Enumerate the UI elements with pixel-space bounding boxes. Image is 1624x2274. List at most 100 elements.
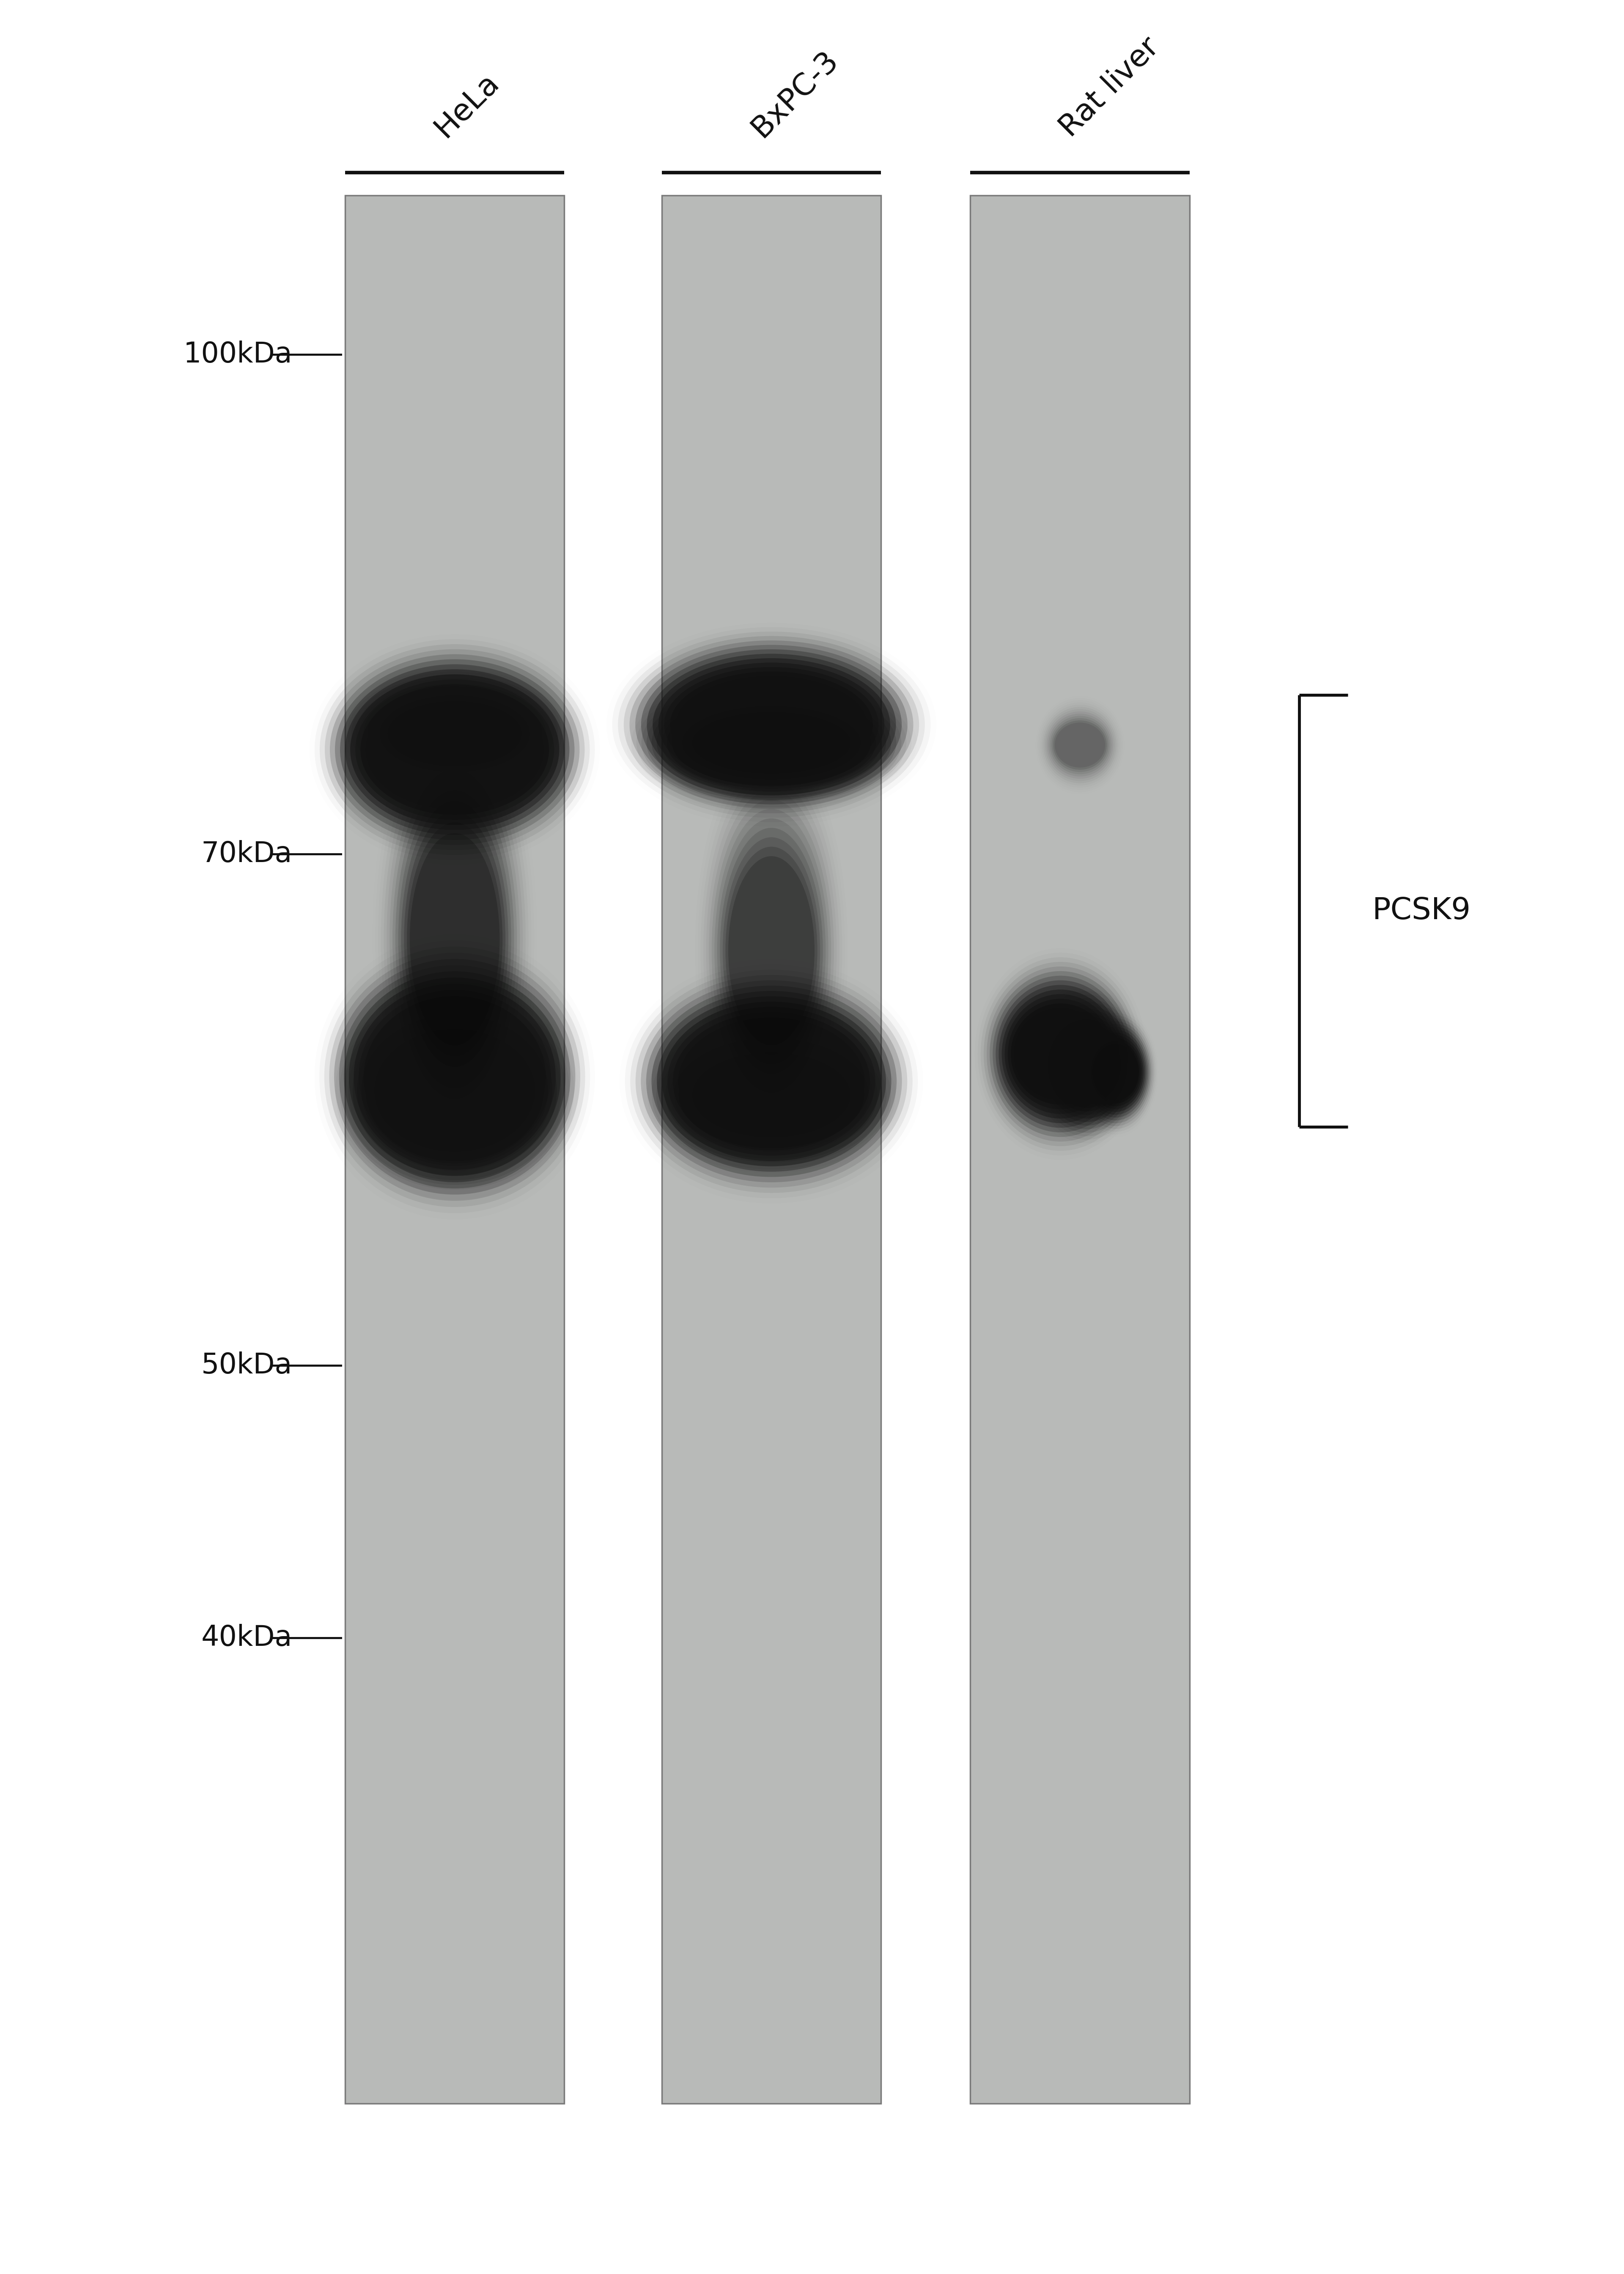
- Ellipse shape: [692, 712, 851, 773]
- Ellipse shape: [1052, 719, 1108, 771]
- Ellipse shape: [1052, 1026, 1121, 1105]
- Ellipse shape: [1091, 1041, 1140, 1103]
- Ellipse shape: [1013, 1007, 1108, 1101]
- Ellipse shape: [1086, 1032, 1145, 1112]
- Ellipse shape: [372, 689, 538, 778]
- Ellipse shape: [1051, 716, 1109, 773]
- Ellipse shape: [679, 1041, 864, 1148]
- Ellipse shape: [619, 632, 924, 819]
- Ellipse shape: [356, 678, 554, 789]
- Ellipse shape: [641, 650, 901, 800]
- Ellipse shape: [1056, 723, 1104, 769]
- Ellipse shape: [1090, 1039, 1142, 1105]
- Ellipse shape: [672, 1012, 870, 1151]
- Text: PCSK9: PCSK9: [1372, 896, 1471, 926]
- Ellipse shape: [325, 648, 585, 850]
- Ellipse shape: [330, 655, 580, 846]
- Ellipse shape: [658, 662, 885, 787]
- Ellipse shape: [1010, 1003, 1111, 1105]
- Ellipse shape: [383, 698, 526, 769]
- Ellipse shape: [1078, 1019, 1153, 1126]
- Ellipse shape: [702, 1060, 841, 1130]
- Ellipse shape: [375, 700, 534, 800]
- Ellipse shape: [352, 1005, 557, 1176]
- Ellipse shape: [351, 675, 559, 825]
- Ellipse shape: [637, 678, 906, 807]
- Ellipse shape: [1002, 989, 1119, 1119]
- Text: BxPC-3: BxPC-3: [745, 45, 844, 143]
- Ellipse shape: [646, 985, 896, 1178]
- Ellipse shape: [391, 705, 518, 764]
- Ellipse shape: [361, 1014, 549, 1167]
- Ellipse shape: [351, 675, 559, 794]
- Ellipse shape: [383, 1039, 526, 1142]
- Ellipse shape: [1046, 1016, 1127, 1114]
- Ellipse shape: [387, 748, 523, 1130]
- Ellipse shape: [370, 694, 539, 805]
- Ellipse shape: [711, 800, 831, 1103]
- Ellipse shape: [1033, 994, 1140, 1137]
- Ellipse shape: [354, 985, 555, 1169]
- Ellipse shape: [635, 646, 908, 805]
- Ellipse shape: [624, 637, 919, 814]
- Ellipse shape: [996, 980, 1125, 1128]
- Text: 50kDa: 50kDa: [201, 1351, 292, 1380]
- Ellipse shape: [370, 1023, 539, 1157]
- Ellipse shape: [719, 828, 823, 1073]
- Ellipse shape: [361, 684, 549, 814]
- Ellipse shape: [1088, 1035, 1143, 1110]
- Ellipse shape: [409, 832, 500, 1046]
- Ellipse shape: [1082, 1023, 1150, 1121]
- Ellipse shape: [1083, 1028, 1148, 1117]
- Ellipse shape: [380, 696, 529, 773]
- Ellipse shape: [718, 819, 825, 1082]
- Ellipse shape: [367, 687, 542, 780]
- Ellipse shape: [646, 653, 896, 796]
- Ellipse shape: [653, 657, 890, 791]
- Ellipse shape: [339, 664, 570, 835]
- Ellipse shape: [378, 1035, 531, 1146]
- Ellipse shape: [672, 700, 870, 787]
- Ellipse shape: [651, 991, 892, 1171]
- Ellipse shape: [344, 996, 565, 1185]
- Ellipse shape: [663, 694, 880, 791]
- Ellipse shape: [348, 1001, 562, 1180]
- Ellipse shape: [651, 687, 892, 798]
- Ellipse shape: [401, 800, 508, 1078]
- FancyBboxPatch shape: [663, 196, 880, 2103]
- Text: 100kDa: 100kDa: [184, 341, 292, 368]
- Ellipse shape: [669, 1035, 874, 1155]
- Ellipse shape: [984, 962, 1137, 1146]
- Ellipse shape: [374, 1010, 536, 1146]
- Ellipse shape: [689, 1028, 854, 1135]
- Ellipse shape: [723, 837, 820, 1064]
- Ellipse shape: [630, 969, 913, 1194]
- Ellipse shape: [728, 855, 815, 1046]
- Ellipse shape: [1054, 721, 1106, 771]
- Ellipse shape: [356, 680, 554, 821]
- Ellipse shape: [335, 659, 575, 839]
- Text: Rat liver: Rat liver: [1054, 32, 1164, 143]
- Ellipse shape: [1005, 994, 1116, 1114]
- Ellipse shape: [664, 666, 879, 782]
- Ellipse shape: [663, 1001, 880, 1162]
- Ellipse shape: [325, 946, 585, 1207]
- Ellipse shape: [348, 671, 562, 796]
- Ellipse shape: [692, 1053, 851, 1137]
- Ellipse shape: [646, 684, 896, 800]
- Ellipse shape: [661, 1028, 882, 1162]
- Ellipse shape: [1080, 1021, 1151, 1123]
- Ellipse shape: [1093, 1044, 1138, 1101]
- Ellipse shape: [1009, 998, 1112, 1110]
- Text: 70kDa: 70kDa: [201, 839, 292, 869]
- Ellipse shape: [1041, 1010, 1132, 1121]
- Ellipse shape: [726, 846, 817, 1055]
- Ellipse shape: [987, 966, 1134, 1142]
- Ellipse shape: [677, 703, 866, 782]
- Ellipse shape: [667, 1007, 875, 1155]
- Ellipse shape: [339, 964, 570, 1189]
- Ellipse shape: [715, 810, 828, 1092]
- Ellipse shape: [682, 705, 861, 780]
- Ellipse shape: [689, 1048, 854, 1142]
- Ellipse shape: [365, 1019, 544, 1162]
